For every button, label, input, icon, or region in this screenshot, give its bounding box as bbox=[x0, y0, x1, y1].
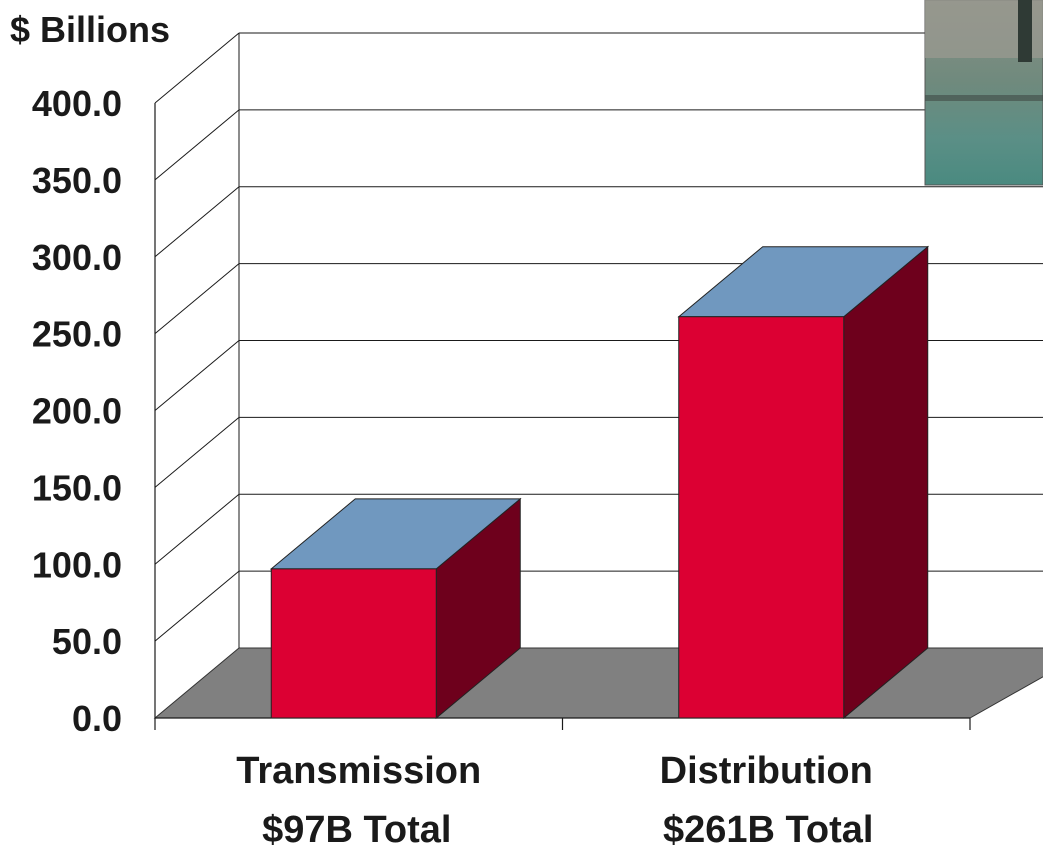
x-category-label: Distribution bbox=[660, 750, 873, 792]
y-tick-label: 350.0 bbox=[32, 160, 122, 201]
y-tick-label: 400.0 bbox=[32, 83, 122, 124]
gridline-diagonal bbox=[154, 186, 240, 258]
gridline-diagonal bbox=[154, 263, 240, 335]
bar bbox=[269, 497, 522, 720]
gridline-diagonal bbox=[154, 32, 240, 104]
gridline-diagonal bbox=[154, 340, 240, 411]
bar-front-face bbox=[270, 568, 437, 719]
x-category-sublabel: $97B Total bbox=[262, 809, 451, 850]
y-tick-label: 100.0 bbox=[32, 544, 122, 585]
gridline-diagonal bbox=[154, 109, 240, 181]
x-category-sublabel: $261B Total bbox=[663, 809, 873, 850]
gridline-diagonal bbox=[154, 493, 240, 565]
bar-front-face bbox=[678, 316, 845, 719]
y-tick-label: 0.0 bbox=[72, 698, 122, 739]
y-tick-label: 200.0 bbox=[32, 391, 122, 432]
y-tick-label: 300.0 bbox=[32, 237, 122, 278]
decorative-photo bbox=[924, 0, 1043, 186]
y-tick-label: 150.0 bbox=[32, 467, 122, 508]
photo-post bbox=[1018, 0, 1032, 62]
y-axis-title: $ Billions bbox=[10, 9, 170, 50]
y-tick-label: 50.0 bbox=[52, 621, 122, 662]
chart-labels: 0.0 50.0 100.0 150.0 200.0 250.0 300.0 350.0 400… bbox=[10, 9, 873, 851]
bar bbox=[677, 245, 930, 720]
x-category-label: Transmission bbox=[236, 750, 481, 792]
chart-bars bbox=[269, 245, 930, 720]
y-tick-label: 250.0 bbox=[32, 314, 122, 355]
bar-side-face bbox=[843, 245, 929, 720]
gridline-diagonal bbox=[154, 570, 240, 642]
photo-shadow bbox=[925, 95, 1043, 101]
gridline-diagonal bbox=[154, 416, 240, 488]
